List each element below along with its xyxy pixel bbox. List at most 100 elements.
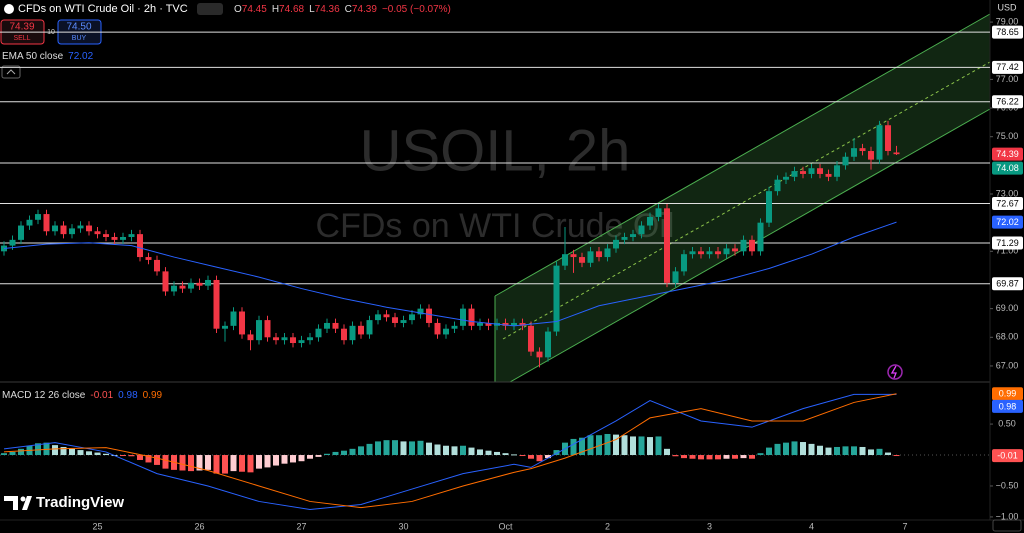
histogram-bar (638, 436, 645, 456)
histogram-bar (213, 455, 220, 474)
histogram-bar (290, 455, 296, 463)
histogram-bar (817, 445, 823, 456)
alert-icon[interactable] (887, 364, 903, 380)
histogram-bar (808, 443, 815, 456)
candle-body (341, 328, 347, 341)
candle-body (706, 251, 713, 255)
candle-body (417, 308, 424, 315)
candle-body (681, 254, 687, 272)
price-axis-bg (990, 0, 1024, 533)
collapse-button[interactable] (1, 65, 21, 79)
y-tick-label: 77.00 (996, 74, 1019, 84)
ema-legend: EMA 50 close 72.02 (2, 51, 94, 62)
symbol-title[interactable]: CFDs on WTI Crude Oil · 2h · TVC (18, 3, 188, 15)
y-tick-label: 71.00 (996, 246, 1019, 256)
x-tick-label: 3 (707, 521, 712, 531)
ohlc-value: 74.39 (352, 4, 377, 15)
channel-upper (494, 13, 991, 297)
histogram-bar (477, 449, 483, 456)
histogram-bar (783, 442, 789, 456)
watermark: USOIL, 2h (360, 118, 631, 183)
candle-body (851, 148, 857, 157)
y-tick-label: 67.00 (996, 360, 1019, 370)
level-label: 69.87 (996, 279, 1019, 289)
histogram-bar (723, 455, 730, 459)
candle-body (511, 322, 517, 326)
candle-body (264, 320, 271, 338)
candle-body (638, 225, 645, 235)
histogram-bar (460, 445, 466, 456)
histogram-bar (825, 447, 832, 456)
ema-price-box (992, 215, 1023, 229)
candle-body (9, 239, 16, 246)
histogram-bar (324, 453, 330, 456)
candle-body (349, 325, 356, 341)
macd-line-value: 0.99 (143, 390, 163, 401)
symbol-icon (4, 4, 14, 14)
macd-line-value: 0.98 (118, 390, 138, 401)
ema-name: EMA 50 close (2, 51, 64, 62)
macd-title: MACD 12 26 close (2, 390, 86, 401)
ema-price: 72.02 (996, 217, 1019, 227)
histogram-bar (137, 455, 143, 460)
ohlc-label: L (309, 4, 315, 15)
candle-body (230, 311, 237, 326)
macd-value-box (992, 399, 1023, 413)
level-label-box (992, 60, 1023, 74)
histogram-bar (43, 442, 50, 456)
histogram-bar (188, 455, 194, 472)
histogram-bar (774, 443, 781, 456)
candle-body (188, 282, 194, 289)
x-tick-label: 4 (809, 521, 814, 531)
level-label: 74.08 (996, 163, 1019, 173)
candle-body (689, 251, 696, 255)
watermark-subtitle: CFDs on WTI Crude Oil (316, 207, 675, 245)
settings-button[interactable] (992, 519, 1022, 532)
buy-price[interactable]: 74.50 (66, 22, 91, 33)
candle-body (791, 171, 798, 177)
histogram-bar (103, 453, 109, 456)
sell-price[interactable]: 74.39 (9, 22, 34, 33)
candle-body (145, 257, 152, 260)
histogram-bar (519, 455, 526, 457)
sell-label[interactable]: SELL (13, 35, 30, 42)
signal-value-box (992, 387, 1023, 401)
hist-value-box (992, 449, 1023, 463)
candle-body (366, 320, 373, 335)
candle-body (103, 234, 109, 237)
histogram-bar (851, 446, 857, 456)
candle-body (171, 285, 177, 292)
level-label-box (992, 196, 1023, 210)
histogram-bar (77, 450, 84, 456)
candle-body (375, 314, 381, 321)
candle-body (613, 239, 619, 249)
histogram-bar (553, 450, 560, 456)
histogram-bar (613, 434, 619, 456)
buy-label[interactable]: BUY (72, 35, 87, 42)
level-label-box (992, 25, 1023, 39)
candle-body (630, 234, 636, 237)
candle-body (1, 245, 7, 252)
candle-body (528, 325, 534, 352)
histogram-bar (341, 450, 347, 456)
last-price: 74.39 (996, 149, 1019, 159)
histogram-bar (655, 436, 662, 456)
ohlc-value: 74.36 (315, 4, 340, 15)
macd-hist-value: -0.01 (90, 390, 113, 401)
histogram-bar (196, 455, 203, 471)
ohlc-legend: O74.45 H74.68 L74.36 C74.39 −0.05 (−0.07%) (234, 4, 451, 15)
histogram-bar (256, 455, 262, 469)
x-tick-label: 26 (194, 521, 204, 531)
candle-body (596, 251, 602, 258)
candle-body (621, 236, 628, 240)
histogram-bar (681, 455, 687, 459)
macd-line (3, 393, 897, 509)
market-status[interactable] (197, 3, 223, 15)
level-label: 77.42 (996, 62, 1019, 72)
macd-line (3, 393, 897, 510)
candle-body (247, 334, 254, 341)
candle-body (281, 337, 288, 341)
candle-body (298, 340, 305, 344)
histogram-bar (715, 455, 721, 460)
